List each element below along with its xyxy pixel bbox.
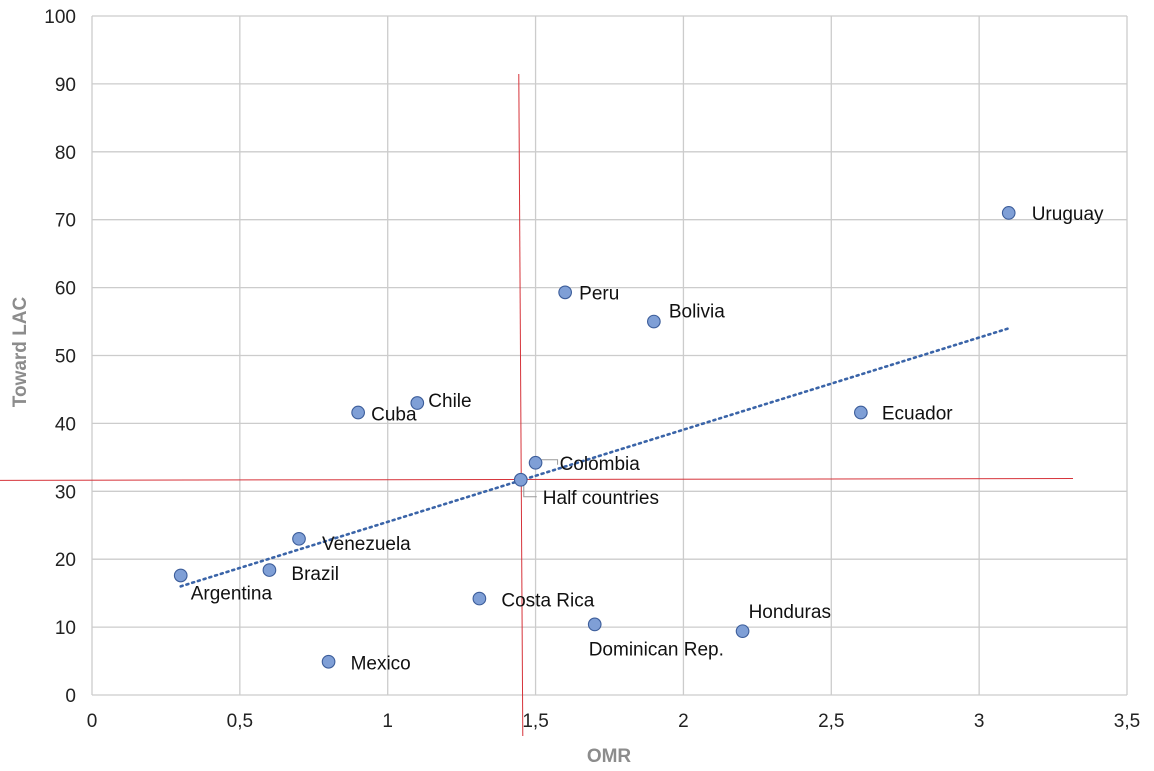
point-label: Argentina (191, 583, 273, 604)
data-point (647, 314, 661, 329)
data-point (173, 568, 188, 583)
point-label: Mexico (351, 654, 411, 675)
y-tick-label: 70 (55, 211, 76, 232)
y-tick-labels: 0 10 20 30 40 50 60 70 80 90 100 (44, 7, 76, 707)
x-tick-label: 1 (382, 711, 393, 732)
y-tick-label: 50 (55, 347, 76, 368)
label-leader-line (523, 483, 537, 498)
point-label: Ecuador (882, 404, 953, 425)
point-label: Brazil (291, 564, 339, 585)
y-tick-label: 0 (65, 686, 76, 707)
data-point (735, 624, 750, 639)
y-tick-label: 10 (55, 618, 76, 639)
data-point (528, 455, 543, 470)
point-label: Uruguay (1032, 204, 1104, 225)
grid-lines (91, 15, 1128, 696)
y-tick-label: 30 (55, 482, 76, 503)
data-points (173, 206, 1016, 669)
y-tick-label: 90 (55, 75, 76, 96)
vertical-reference-line (518, 73, 524, 737)
x-tick-label: 1,5 (522, 711, 548, 732)
data-point (351, 405, 365, 420)
horizontal-reference-line (0, 478, 1074, 481)
y-tick-label: 20 (55, 550, 76, 571)
data-point (472, 591, 487, 606)
trendline (179, 327, 1011, 588)
point-label: Half countries (543, 488, 659, 509)
data-point (262, 563, 277, 577)
reference-lines (0, 73, 1074, 737)
y-tick-label: 60 (55, 279, 76, 300)
x-tick-label: 0 (87, 711, 98, 732)
point-label: Peru (579, 283, 619, 304)
point-label: Honduras (749, 602, 831, 623)
data-point (292, 531, 306, 546)
y-axis-title: Toward LAC (10, 296, 31, 407)
label-leader-line (541, 459, 559, 465)
trendline-group (179, 327, 1011, 588)
point-label: Cuba (371, 405, 417, 426)
point-label: Dominican Rep. (589, 639, 724, 660)
x-axis-title: OMR (587, 746, 632, 767)
point-label: Bolivia (669, 302, 725, 323)
data-point (321, 654, 336, 669)
label-connectors (523, 459, 559, 498)
data-point (558, 285, 572, 300)
point-label: Costa Rica (501, 591, 594, 612)
point-label: Colombia (560, 454, 641, 475)
data-point (513, 472, 528, 487)
x-tick-label: 3 (974, 711, 985, 732)
data-point (587, 617, 602, 632)
x-tick-label: 2,5 (818, 711, 844, 732)
y-tick-label: 100 (44, 7, 76, 28)
data-point (1001, 206, 1016, 220)
point-labels: Uruguay Peru Bolivia Chile Cuba Ecuador Colomb… (191, 204, 1104, 675)
x-tick-label: 3,5 (1114, 711, 1140, 732)
data-point (410, 396, 425, 410)
x-tick-labels: 0 0,5 1 1,5 2 2,5 3 3,5 (87, 711, 1141, 732)
point-label: Venezuela (322, 534, 411, 555)
x-tick-label: 0,5 (227, 711, 253, 732)
y-tick-label: 40 (55, 414, 76, 435)
y-tick-label: 80 (55, 143, 76, 164)
x-tick-label: 2 (678, 711, 689, 732)
data-point (854, 405, 868, 420)
point-label: Chile (428, 391, 471, 412)
